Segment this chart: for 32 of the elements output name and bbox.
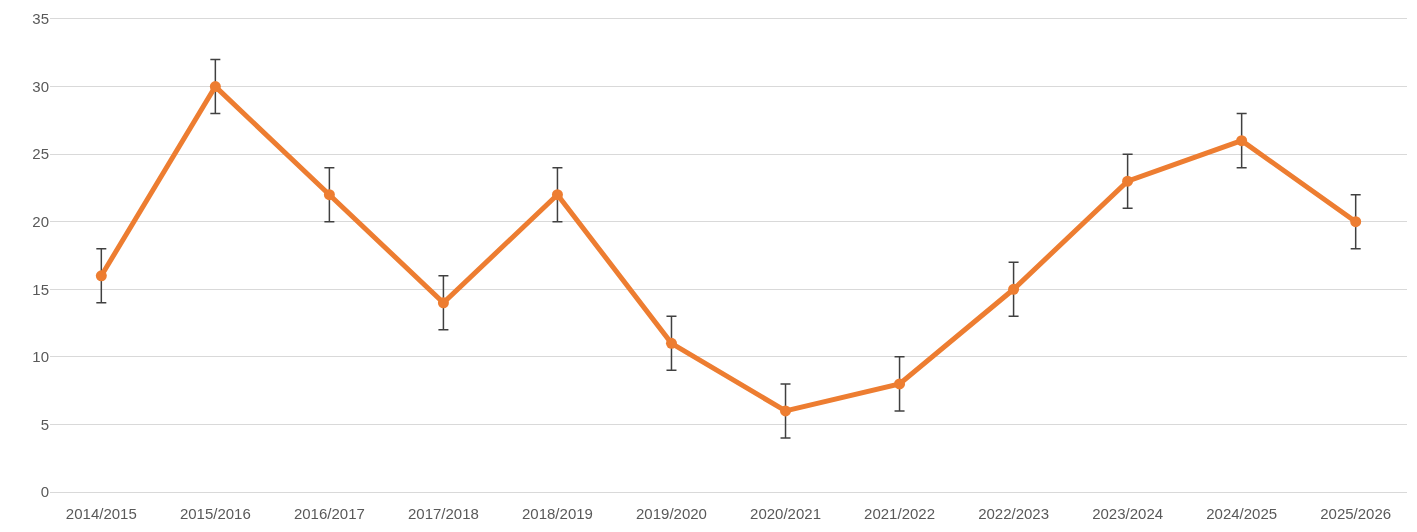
x-tick-label: 2022/2023	[978, 505, 1050, 523]
y-tick-label: 5	[40, 415, 49, 433]
x-tick-label: 2017/2018	[407, 505, 479, 523]
y-tick-label: 0	[40, 483, 49, 501]
y-tick-label: 35	[32, 10, 49, 28]
point	[665, 337, 677, 349]
point	[437, 297, 449, 309]
y-tick-label: 20	[32, 212, 49, 230]
y-tick-label: 10	[32, 348, 49, 366]
point	[780, 405, 792, 417]
point	[1008, 283, 1020, 295]
point	[1122, 175, 1134, 187]
y-tick-label: 15	[32, 280, 49, 298]
x-tick-label: 2021/2022	[864, 505, 935, 523]
y-tick-label: 25	[32, 145, 49, 163]
x-tick-label: 2016/2017	[293, 505, 365, 523]
x-tick-label: 2019/2020	[636, 505, 707, 523]
point	[323, 189, 335, 201]
x-tick-label: 2015/2016	[179, 505, 251, 523]
x-tick-label: 2018/2019	[522, 505, 593, 523]
x-tick-label: 2023/2024	[1092, 505, 1164, 523]
x-tick-label: 2025/2026	[1320, 505, 1392, 523]
point	[894, 378, 906, 390]
point	[1350, 216, 1362, 228]
point	[209, 81, 221, 93]
x-tick-label: 2020/2021	[750, 505, 821, 523]
point	[551, 189, 563, 201]
x-tick-label: 2014/2015	[65, 505, 137, 523]
y-tick-label: 30	[32, 77, 49, 95]
point	[1236, 135, 1248, 147]
x-tick-label: 2024/2025	[1206, 505, 1278, 523]
point	[95, 270, 107, 282]
